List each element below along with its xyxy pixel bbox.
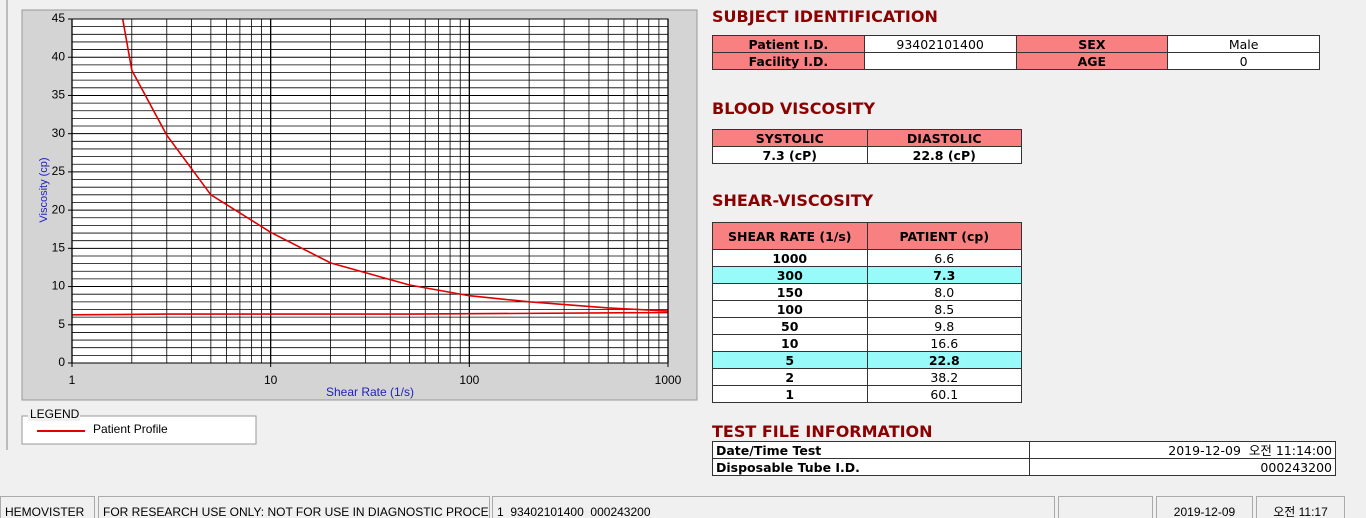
row: 150 8.0 (712, 283, 1022, 301)
cell: SHEAR RATE (1/s) (712, 222, 868, 250)
cell: 1 (712, 385, 868, 403)
y-tick-label: 35 (52, 88, 66, 102)
data-line (71, 311, 669, 316)
y-tick-label: 30 (52, 126, 66, 140)
row: 100 8.5 (712, 300, 1022, 318)
row: 50 9.8 (712, 317, 1022, 335)
status-bar: HEMOVISTER FOR RESEARCH USE ONLY: NOT FOR… (0, 496, 1366, 518)
status-cell: 2019-12-09 (1156, 496, 1253, 518)
section-title: TEST FILE INFORMATION (712, 422, 933, 441)
cell: DIASTOLIC (866, 129, 1022, 147)
legend-title: LEGEND (30, 407, 80, 421)
cell: 1000 (712, 249, 868, 267)
y-tick-label: 25 (52, 164, 66, 178)
y-tick-label: 45 (52, 11, 66, 25)
cell: 2 (712, 368, 868, 386)
plot-border (71, 18, 669, 364)
data-line (121, 18, 669, 312)
cell: 38.2 (866, 368, 1022, 386)
cell: 8.0 (866, 283, 1022, 301)
cell: Facility I.D. (712, 52, 865, 70)
subject-table: Patient I.D. 93402101400 SEX Male Facility I… (712, 35, 1320, 70)
status-cell: HEMOVISTER (0, 496, 95, 518)
cell: 60.1 (866, 385, 1022, 403)
y-tick-label: 5 (58, 317, 65, 331)
cell: Disposable Tube I.D. (712, 458, 1030, 476)
cell: Male (1167, 35, 1320, 53)
header-row: SYSTOLIC DIASTOLIC (712, 129, 1022, 147)
shear-table: SHEAR RATE (1/s) PATIENT (cp) 1000 6.6 300 7.… (712, 222, 1022, 403)
y-tick-label: 40 (52, 49, 66, 63)
row: 300 7.3 (712, 266, 1022, 284)
cell: 100 (712, 300, 868, 318)
cell: 10 (712, 334, 868, 352)
header-row: SHEAR RATE (1/s) PATIENT (cp) (712, 222, 1022, 250)
chart: Viscosity (cp) Shear Rate (1/s) LEGEND P… (6, 0, 698, 450)
y-tick-label: 20 (52, 202, 66, 216)
section-title: BLOOD VISCOSITY (712, 99, 876, 118)
cell: 300 (712, 266, 868, 284)
cell: PATIENT (cp) (866, 222, 1022, 250)
row: 2 38.2 (712, 368, 1022, 386)
x-axis-label: Shear Rate (1/s) (326, 385, 414, 399)
cell: 000243200 (1029, 458, 1336, 476)
x-tick-label: 1 (69, 373, 76, 387)
cell: 22.8 (cP) (866, 146, 1022, 164)
plot-area (72, 19, 668, 363)
row: 10 16.6 (712, 334, 1022, 352)
cell: SEX (1015, 35, 1169, 53)
row: Facility I.D. AGE 0 (712, 52, 1320, 70)
x-tick-label: 10 (264, 373, 278, 387)
cell: 16.6 (866, 334, 1022, 352)
row: 1 60.1 (712, 385, 1022, 403)
section-title: SHEAR-VISCOSITY (712, 191, 874, 210)
cell (863, 52, 1017, 70)
status-cell (1058, 496, 1153, 518)
row: 7.3 (cP) 22.8 (cP) (712, 146, 1022, 164)
legend-label: Patient Profile (93, 422, 168, 436)
row: 5 22.8 (712, 351, 1022, 369)
x-tick-label: 1000 (655, 373, 682, 387)
cell: 6.6 (866, 249, 1022, 267)
cell: Patient I.D. (712, 35, 865, 53)
cell: 8.5 (866, 300, 1022, 318)
row: Disposable Tube I.D. 000243200 (712, 458, 1336, 476)
status-cell: 오전 11:17 (1256, 496, 1345, 518)
cell: 7.3 (866, 266, 1022, 284)
y-axis-label: Viscosity (cp) (38, 157, 50, 222)
cell: 7.3 (cP) (712, 146, 868, 164)
blood-table: SYSTOLIC DIASTOLIC 7.3 (cP) 22.8 (cP) (712, 129, 1022, 164)
cell: 150 (712, 283, 868, 301)
status-cell: FOR RESEARCH USE ONLY: NOT FOR USE IN DI… (98, 496, 490, 518)
cell: AGE (1015, 52, 1169, 70)
legend-title-bg (28, 409, 80, 421)
y-tick-label: 10 (52, 279, 66, 293)
row: Date/Time Test 2019-12-09 오전 11:14:00 (712, 441, 1336, 459)
cell: 50 (712, 317, 868, 335)
test-file-table: Date/Time Test 2019-12-09 오전 11:14:00 Disp… (712, 441, 1336, 476)
cell: 5 (712, 351, 868, 369)
cell: 0 (1167, 52, 1320, 70)
cell: 9.8 (866, 317, 1022, 335)
x-tick-label: 100 (459, 373, 479, 387)
y-tick-label: 0 (58, 355, 65, 369)
y-tick-label: 15 (52, 241, 66, 255)
cell: Date/Time Test (712, 441, 1030, 459)
status-cell: 1 93402101400 000243200 (492, 496, 1055, 518)
cell: 2019-12-09 오전 11:14:00 (1029, 441, 1336, 459)
cell: SYSTOLIC (712, 129, 868, 147)
cell: 93402101400 (863, 35, 1017, 53)
cell: 22.8 (866, 351, 1022, 369)
section-title: SUBJECT IDENTIFICATION (712, 7, 938, 26)
row: 1000 6.6 (712, 249, 1022, 267)
row: Patient I.D. 93402101400 SEX Male (712, 35, 1320, 53)
